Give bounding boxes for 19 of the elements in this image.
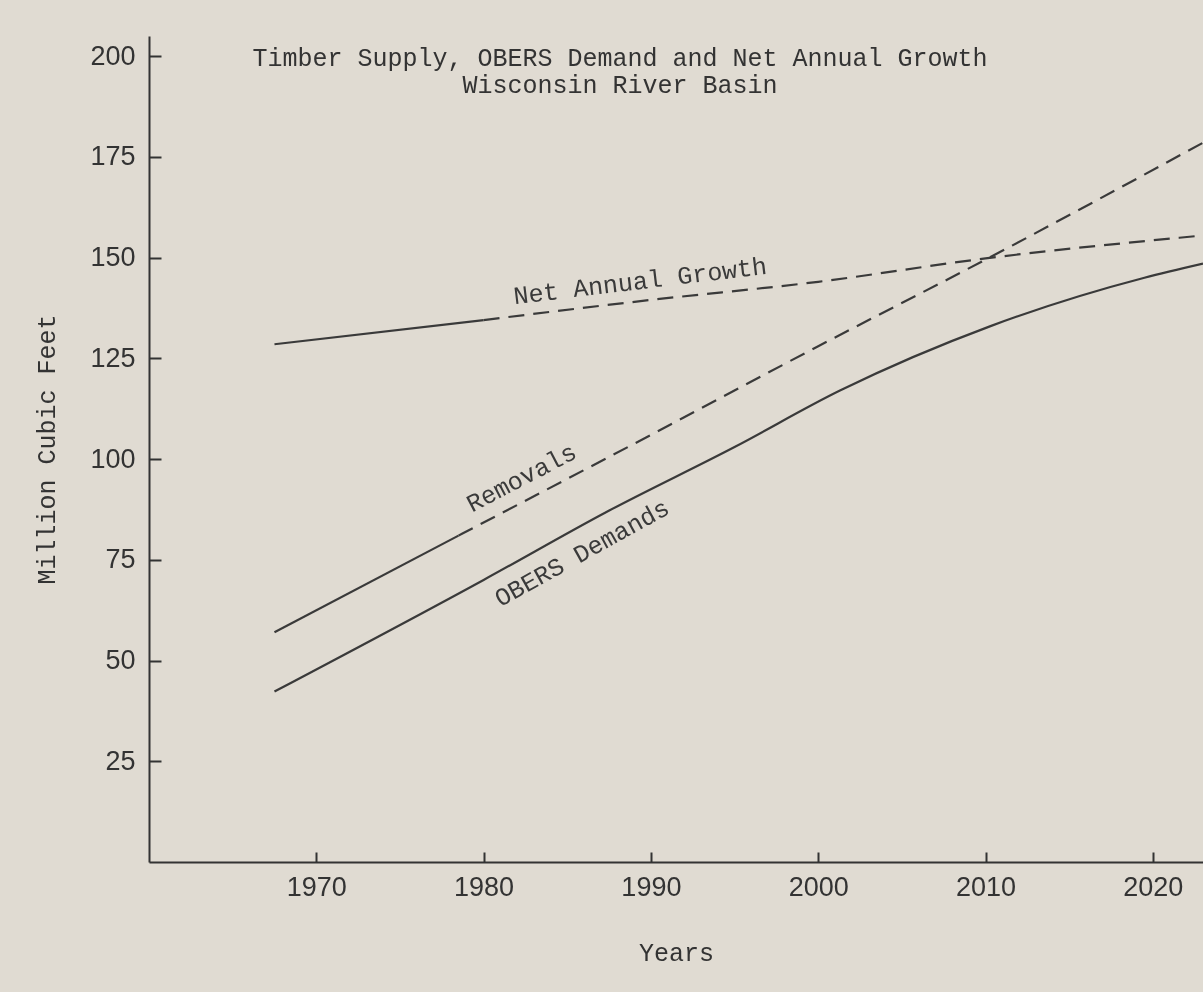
- y-tick-label: 150: [90, 242, 136, 273]
- y-tick-label: 125: [90, 342, 136, 373]
- y-tick-label: 200: [90, 40, 136, 71]
- x-axis-title: Years: [638, 939, 715, 969]
- y-tick-label: 75: [105, 544, 136, 575]
- x-tick-label: 2000: [788, 871, 849, 902]
- x-tick-label: 2010: [955, 871, 1017, 902]
- chart-title: Timber Supply, OBERS Demand and Net Annual Growth: [252, 45, 988, 74]
- y-tick-label: 100: [90, 443, 136, 474]
- x-tick-label: 2020: [1123, 871, 1184, 902]
- y-axis-title: Million Cubic Feet: [34, 314, 64, 585]
- x-tick-label: 1990: [621, 871, 682, 902]
- text: Wisconsin River Basin: [462, 72, 778, 101]
- y-tick-label: 175: [90, 141, 136, 172]
- y-tick-label: 50: [105, 645, 136, 676]
- y-tick-label: 25: [105, 745, 136, 776]
- text: Net Annual Growth: [511, 252, 769, 313]
- x-tick-label: 1980: [454, 871, 515, 902]
- x-tick-label: 1970: [286, 871, 347, 902]
